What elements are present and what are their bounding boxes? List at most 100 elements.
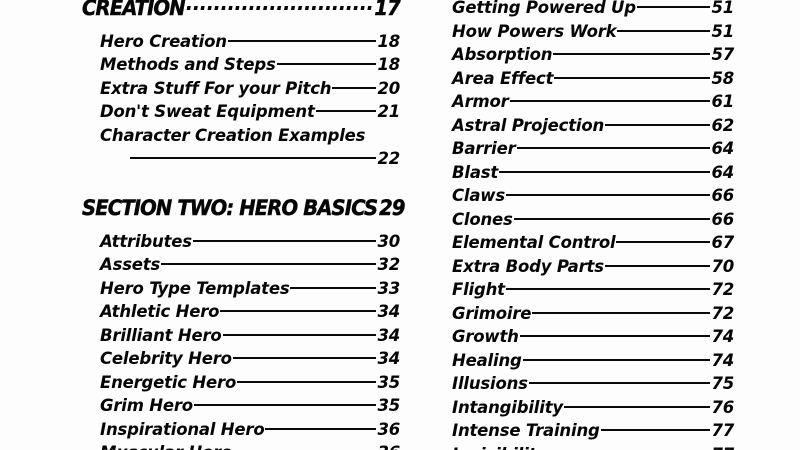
toc-entry-inspirational-hero[interactable]: Inspirational Hero 36 [100, 418, 400, 442]
toc-entry-absorption[interactable]: Absorption 57 [452, 43, 734, 67]
toc-entry-assets[interactable]: Assets 32 [100, 253, 400, 277]
toc-entry-methods-and-steps[interactable]: Methods and Steps 18 [100, 53, 400, 77]
toc-leader-line [290, 277, 377, 294]
toc-entry-invisibility[interactable]: Invisibility 77 [452, 443, 734, 450]
toc-entry-intense-training[interactable]: Intense Training 77 [452, 419, 734, 443]
toc-leader-line [519, 326, 711, 343]
toc-leader-line [600, 420, 711, 437]
toc-entry-title: Area Effect [452, 68, 554, 88]
toc-entry-title: Healing [452, 350, 522, 370]
toc-leader-line [616, 232, 711, 249]
toc-entry-page-number: 77 [710, 443, 734, 450]
toc-entry-elemental-control[interactable]: Elemental Control 67 [452, 231, 734, 255]
toc-entry-grim-hero[interactable]: Grim Hero 35 [100, 394, 400, 418]
toc-entry-athletic-hero[interactable]: Athletic Hero 34 [100, 300, 400, 324]
toc-entry-hero-creation[interactable]: Hero Creation 18 [100, 30, 400, 54]
toc-entry-page-number: 22 [377, 149, 400, 168]
toc-entry-title: Intangibility [452, 397, 563, 417]
toc-entry-attributes[interactable]: Attributes 30 [100, 230, 400, 254]
toc-entry-energetic-hero[interactable]: Energetic Hero 35 [100, 371, 400, 395]
toc-leader-line [192, 230, 377, 247]
toc-entry-page-number: 66 [711, 186, 734, 205]
toc-entry-title: Character Creation Examples [100, 125, 366, 145]
toc-entry-area-effect[interactable]: Area Effect 58 [452, 67, 734, 91]
toc-entry-clones[interactable]: Clones 66 [452, 208, 734, 232]
toc-entry-growth[interactable]: Growth 74 [452, 325, 734, 349]
toc-entry-title: Athletic Hero [100, 302, 220, 321]
toc-entry-getting-powered-up[interactable]: Getting Powered Up 51 [452, 0, 734, 20]
toc-leader-line [605, 114, 711, 131]
toc-entry-brilliant-hero[interactable]: Brilliant Hero 34 [100, 324, 400, 348]
toc-entry-page-number: 36 [376, 441, 400, 450]
toc-entry-page-number: 62 [711, 115, 734, 135]
toc-entry-healing[interactable]: Healing 74 [452, 349, 734, 373]
toc-entry-title: Blast [452, 162, 499, 182]
toc-entry-title: Hero Type Templates [100, 278, 290, 298]
toc-entry-page-number: 51 [711, 21, 734, 41]
toc-entry-page-number: 70 [711, 256, 734, 276]
toc-entry-title: Barrier [452, 139, 516, 158]
toc-entry-page-number: 77 [711, 421, 734, 440]
toc-entry-claws[interactable]: Claws 66 [452, 184, 734, 208]
toc-entry-page-number: 36 [377, 419, 400, 439]
toc-leader-line [548, 443, 711, 450]
toc-entry-page-number: 18 [377, 55, 400, 74]
toc-entry-extra-stuff-for-your-pitch[interactable]: Extra Stuff For your Pitch 20 [100, 77, 400, 101]
toc-entry-intangibility[interactable]: Intangibility 76 [452, 396, 734, 420]
toc-section-page-number: 17 [374, 0, 401, 20]
toc-entry-illusions[interactable]: Illusions 75 [452, 372, 734, 396]
toc-entry-title: Intense Training [452, 421, 600, 440]
toc-entry-page-number: 72 [711, 280, 734, 299]
toc-section-title: CREATION [82, 0, 186, 20]
toc-section-title: SECTION TWO: HERO BASICS [82, 196, 379, 220]
toc-entry-page-number: 34 [377, 325, 400, 345]
toc-entry-page-number: 35 [377, 372, 400, 392]
toc-entry-title: Assets [100, 255, 161, 274]
toc-entry-title: Claws [452, 186, 505, 205]
toc-entry-title: Attributes [100, 231, 192, 251]
toc-entry-page-number: 33 [377, 278, 400, 298]
toc-entry-how-powers-work[interactable]: How Powers Work 51 [452, 20, 734, 44]
toc-spacer [82, 171, 400, 195]
toc-leader-line [522, 349, 711, 366]
toc-entry-grimoire[interactable]: Grimoire 72 [452, 302, 734, 326]
toc-entry-hero-type-templates[interactable]: Hero Type Templates 33 [100, 277, 400, 301]
toc-entry-page-number: 32 [377, 255, 400, 274]
toc-entry-page-number: 21 [377, 102, 400, 121]
toc-entry-page-number: 51 [711, 0, 734, 17]
toc-entry-muscular-hero[interactable]: Muscular Hero 36 [100, 441, 400, 450]
toc-entry-celebrity-hero[interactable]: Celebrity Hero 34 [100, 347, 400, 371]
toc-column-right: Getting Powered Up 51 How Powers Work 51 Abs… [434, 0, 734, 450]
toc-entry-extra-body-parts[interactable]: Extra Body Parts 70 [452, 255, 734, 279]
toc-entry-page-number: 74 [711, 350, 734, 370]
toc-section-creation[interactable]: CREATION 17 [82, 0, 401, 20]
toc-leader-line [505, 279, 711, 296]
toc-leader-line [604, 255, 711, 272]
toc-entry-flight[interactable]: Flight 72 [452, 278, 734, 302]
toc-leader-line [636, 0, 711, 13]
toc-leader-line [563, 396, 711, 413]
toc-entry-blast[interactable]: Blast 64 [452, 161, 734, 185]
toc-entry-page-number: 34 [377, 349, 400, 368]
toc-leader-line [237, 371, 377, 388]
toc-leader-line [516, 138, 711, 155]
toc-entry-armor[interactable]: Armor 61 [452, 90, 734, 114]
toc-leader-line [617, 20, 711, 37]
toc-leader-line [227, 30, 377, 47]
toc-entry-astral-projection[interactable]: Astral Projection 62 [452, 114, 734, 138]
toc-entry-don-t-sweat-equipment[interactable]: Don't Sweat Equipment 21 [100, 100, 400, 124]
toc-entry-title: Grim Hero [100, 396, 193, 415]
toc-leader-line [130, 148, 377, 165]
toc-section-page-number: 29 [379, 196, 406, 220]
toc-entry-title: Inspirational Hero [100, 419, 265, 439]
toc-entry-page-number: 20 [377, 78, 400, 98]
toc-entry-title: How Powers Work [452, 21, 617, 41]
toc-section-section-two-hero-basics[interactable]: SECTION TWO: HERO BASICS 29 [82, 194, 406, 220]
toc-entry-barrier[interactable]: Barrier 64 [452, 137, 734, 161]
toc-entry-page-number: 30 [377, 231, 400, 251]
toc-entry-page-number: 61 [711, 92, 734, 111]
toc-entry-page-number: 72 [711, 303, 734, 323]
